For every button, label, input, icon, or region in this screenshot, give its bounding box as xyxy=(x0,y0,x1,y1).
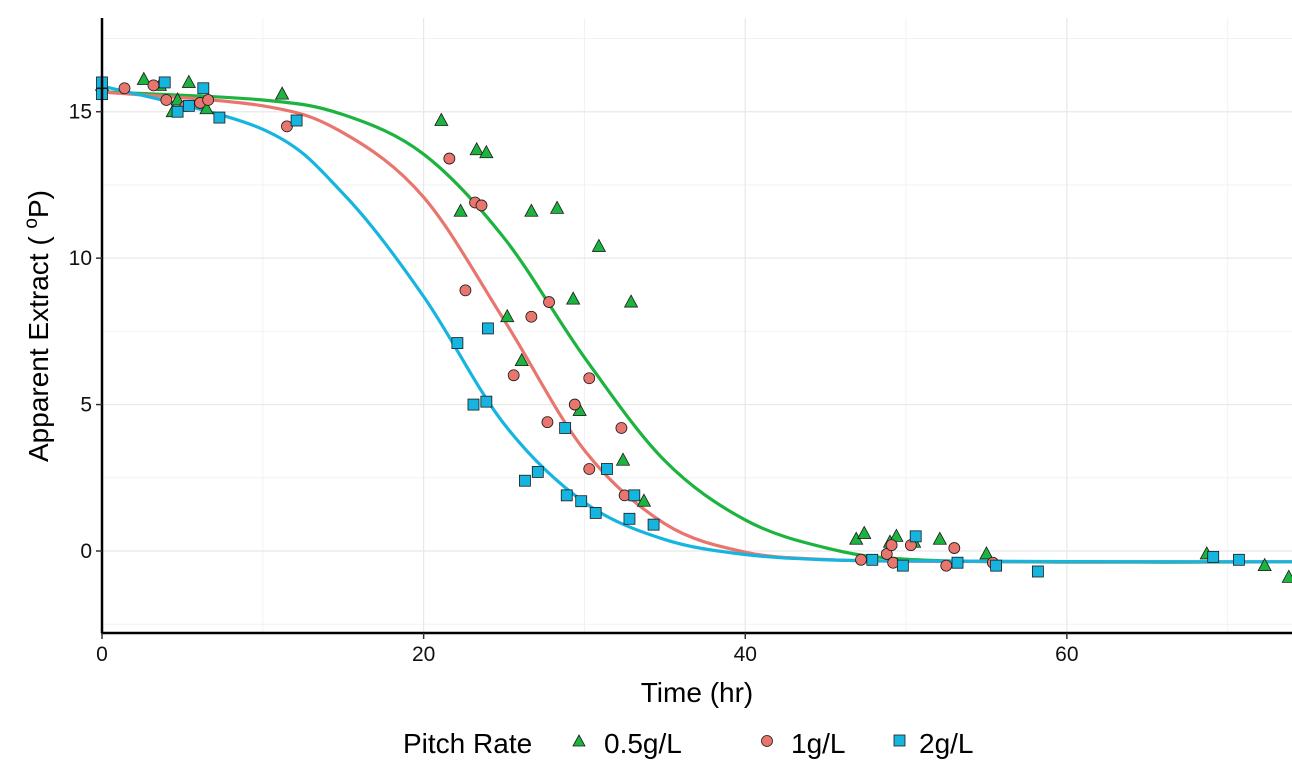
point-0-5g-l xyxy=(524,203,539,217)
y-tick-label: 0 xyxy=(80,540,92,563)
point-2g-l xyxy=(482,322,494,335)
point-2g-l xyxy=(601,463,613,475)
point-0-5g-l xyxy=(932,531,947,545)
point-0-5g-l xyxy=(274,86,290,100)
point-2g-l xyxy=(451,337,464,349)
point-2g-l xyxy=(647,518,660,531)
point-0-5g-l xyxy=(453,203,468,217)
point-2g-l xyxy=(197,82,210,95)
point-0-5g-l xyxy=(136,71,151,85)
point-2g-l xyxy=(1032,565,1044,578)
point-1g-l xyxy=(615,422,628,434)
point-1g-l xyxy=(525,310,538,323)
legend: Pitch Rate 0.5g/L 1g/L 2g/L xyxy=(403,728,974,759)
point-0-5g-l xyxy=(889,528,904,542)
point-2g-l xyxy=(290,114,303,127)
point-1g-l xyxy=(147,79,160,92)
point-1g-l xyxy=(507,369,520,382)
axis-ticks: 0 20 40 60 0 5 10 15 xyxy=(69,101,1079,666)
x-tick-label: 0 xyxy=(96,643,108,666)
fit-curve-0-5g-l xyxy=(100,90,1292,564)
point-0-5g-l xyxy=(857,525,872,539)
point-0-5g-l xyxy=(181,74,197,88)
x-axis-title: Time (hr) xyxy=(641,677,754,708)
fit-curves xyxy=(100,84,1292,564)
point-2g-l xyxy=(896,559,909,572)
point-0-5g-l xyxy=(615,452,631,466)
legend-label-0.5g-per-l: 0.5g/L xyxy=(604,728,682,759)
point-2g-l xyxy=(560,489,573,502)
x-tick-label: 20 xyxy=(412,643,435,666)
point-0-5g-l xyxy=(170,92,185,106)
point-2g-l xyxy=(467,398,480,411)
x-tick-label: 60 xyxy=(1055,643,1078,666)
point-1g-l xyxy=(543,296,555,308)
point-2g-l xyxy=(531,466,544,478)
legend-label-1g-per-l: 1g/L xyxy=(791,728,846,759)
point-1g-l xyxy=(459,284,472,297)
gridlines xyxy=(101,18,1292,633)
point-2g-l xyxy=(589,507,602,519)
point-1g-l xyxy=(160,94,173,106)
point-2g-l xyxy=(990,559,1003,572)
point-1g-l xyxy=(202,94,215,106)
point-2g-l xyxy=(213,111,226,124)
point-1g-l xyxy=(885,539,898,552)
legend-key-1g-per-l xyxy=(761,735,773,747)
point-0-5g-l xyxy=(1281,569,1292,583)
point-0-5g-l xyxy=(549,200,565,214)
point-0-5g-l xyxy=(623,294,639,308)
point-0-5g-l xyxy=(566,291,581,305)
legend-title: Pitch Rate xyxy=(403,728,532,759)
data-points xyxy=(94,71,1292,583)
x-tick-label: 40 xyxy=(734,643,757,666)
point-2g-l xyxy=(480,395,493,408)
fit-curve-2g-l xyxy=(100,84,1292,564)
point-0-5g-l xyxy=(514,352,529,367)
point-0-5g-l xyxy=(469,141,484,156)
point-1g-l xyxy=(948,542,961,554)
point-1g-l xyxy=(855,553,867,566)
point-0-5g-l xyxy=(500,308,515,323)
legend-key-2g-per-l xyxy=(893,734,906,747)
point-0-5g-l xyxy=(479,144,494,159)
point-2g-l xyxy=(909,530,922,543)
fit-curve-1g-l xyxy=(100,90,1292,564)
point-2g-l xyxy=(628,489,641,502)
y-tick-label: 5 xyxy=(80,394,92,417)
point-2g-l xyxy=(1207,550,1220,563)
point-2g-l xyxy=(951,556,964,569)
point-1g-l xyxy=(940,559,953,572)
point-1g-l xyxy=(583,372,596,385)
point-0-5g-l xyxy=(434,112,449,126)
point-1g-l xyxy=(118,82,131,95)
point-2g-l xyxy=(519,474,531,487)
point-1g-l xyxy=(583,463,596,475)
point-2g-l xyxy=(1233,553,1245,566)
legend-key-0.5g-per-l xyxy=(572,734,586,747)
point-2g-l xyxy=(623,512,636,525)
point-2g-l xyxy=(158,76,171,89)
y-axis-title: Apparent Extract ( oP) xyxy=(21,190,54,462)
point-0-5g-l xyxy=(591,238,607,252)
point-1g-l xyxy=(541,416,554,429)
point-1g-l xyxy=(443,152,456,165)
point-0-5g-l xyxy=(979,546,994,560)
point-2g-l xyxy=(182,99,195,112)
point-2g-l xyxy=(559,422,572,434)
point-1g-l xyxy=(568,398,581,411)
point-2g-l xyxy=(171,105,184,118)
y-tick-label: 15 xyxy=(69,101,92,124)
point-2g-l xyxy=(866,553,879,566)
point-1g-l xyxy=(475,199,488,212)
point-2g-l xyxy=(575,495,588,508)
point-0-5g-l xyxy=(636,493,652,507)
point-0-5g-l xyxy=(1257,557,1272,572)
y-tick-label: 10 xyxy=(69,247,92,270)
legend-label-2g-per-l: 2g/L xyxy=(919,728,974,759)
